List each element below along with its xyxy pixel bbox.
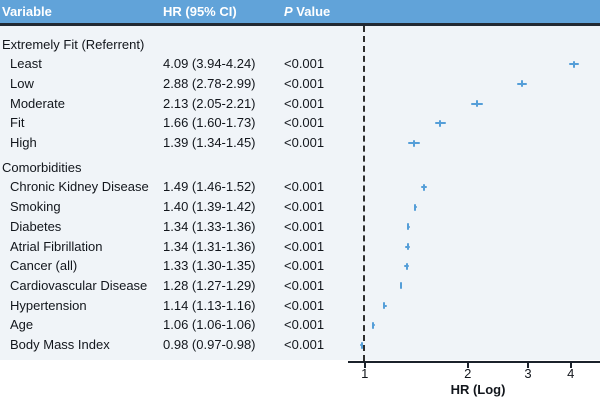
row-label: Comorbidities xyxy=(2,159,82,175)
row-pvalue: <0.001 xyxy=(284,75,325,91)
table-header-bar: Variable HR (95% CI) P Value xyxy=(0,0,600,23)
hr-point-marker xyxy=(423,183,425,191)
header-col-variable: Variable xyxy=(2,4,52,19)
hr-point-marker xyxy=(412,139,415,147)
hr-point-marker xyxy=(573,60,575,68)
row-hr-ci: 1.34 (1.31-1.36) xyxy=(163,238,256,254)
x-axis-tick-label: 2 xyxy=(464,366,472,381)
x-axis-tick-label: 1 xyxy=(361,366,369,381)
row-pvalue: <0.001 xyxy=(284,135,325,150)
table-row: Smoking 1.40 (1.39-1.42) <0.001 xyxy=(0,197,345,217)
row-hr-ci: 1.39 (1.34-1.45) xyxy=(163,135,256,150)
hr-point-marker xyxy=(413,203,416,211)
table-row: Body Mass Index 0.98 (0.97-0.98) <0.001 xyxy=(0,335,345,355)
row-hr-ci: 1.33 (1.30-1.35) xyxy=(163,258,256,274)
table-row: Atrial Fibrillation 1.34 (1.31-1.36) <0.00… xyxy=(0,237,345,257)
hr-point-marker xyxy=(439,119,441,127)
table-row: Low 2.88 (2.78-2.99) <0.001 xyxy=(0,74,345,94)
hr-point-marker xyxy=(476,100,479,108)
row-label: Atrial Fibrillation xyxy=(10,238,103,254)
section-row: Comorbidities xyxy=(0,158,345,178)
x-axis-tick-label: 4 xyxy=(567,366,575,381)
row-pvalue: <0.001 xyxy=(284,199,325,215)
hr-point-marker xyxy=(407,243,410,250)
x-axis-tick xyxy=(363,361,366,368)
row-hr-ci: 1.14 (1.13-1.16) xyxy=(163,297,256,313)
row-hr-ci: 1.66 (1.60-1.73) xyxy=(163,115,256,131)
x-axis-title: HR (Log) xyxy=(450,382,506,397)
row-pvalue: <0.001 xyxy=(284,238,325,254)
row-label: Chronic Kidney Disease xyxy=(10,179,149,195)
row-hr-ci: 1.34 (1.33-1.36) xyxy=(163,218,256,234)
header-divider-line xyxy=(0,23,600,26)
table-row: Cancer (all) 1.33 (1.30-1.35) <0.001 xyxy=(0,256,345,276)
row-label: High xyxy=(10,135,37,150)
row-pvalue: <0.001 xyxy=(284,258,325,274)
row-label: Fit xyxy=(10,115,25,131)
row-label: Low xyxy=(10,75,34,91)
table-row: High 1.39 (1.34-1.45) <0.001 xyxy=(0,133,345,153)
table-row: Diabetes 1.34 (1.33-1.36) <0.001 xyxy=(0,217,345,237)
row-pvalue: <0.001 xyxy=(284,277,325,293)
row-hr-ci: 4.09 (3.94-4.24) xyxy=(163,56,256,72)
x-axis-tick xyxy=(569,361,572,368)
row-label: Hypertension xyxy=(10,297,87,313)
hr-point-marker xyxy=(372,321,375,329)
x-axis-tick xyxy=(466,361,469,368)
row-pvalue: <0.001 xyxy=(284,56,325,72)
x-axis-line xyxy=(348,361,600,363)
table-row: Chronic Kidney Disease 1.49 (1.46-1.52) <0… xyxy=(0,177,345,197)
row-pvalue: <0.001 xyxy=(284,297,325,313)
row-pvalue: <0.001 xyxy=(284,317,325,333)
row-hr-ci: 1.40 (1.39-1.42) xyxy=(163,199,256,215)
row-pvalue: <0.001 xyxy=(284,115,325,131)
header-col-p-value: P Value xyxy=(284,0,330,23)
x-axis-tick xyxy=(527,361,529,368)
section-row: Extremely Fit (Referrent) xyxy=(0,35,345,55)
hr-point-marker xyxy=(360,341,363,349)
row-pvalue: <0.001 xyxy=(284,179,325,195)
plot-background xyxy=(0,26,600,360)
table-row: Least 4.09 (3.94-4.24) <0.001 xyxy=(0,54,345,74)
row-label: Least xyxy=(10,56,42,72)
row-label: Moderate xyxy=(10,95,65,111)
row-hr-ci: 1.06 (1.06-1.06) xyxy=(163,317,256,333)
table-row: Hypertension 1.14 (1.13-1.16) <0.001 xyxy=(0,296,345,316)
row-hr-ci: 2.13 (2.05-2.21) xyxy=(163,95,256,111)
row-label: Age xyxy=(10,317,34,333)
x-axis-tick-label: 3 xyxy=(524,366,532,381)
hr-point-marker xyxy=(407,223,410,231)
row-label: Cardiovascular Disease xyxy=(10,277,148,293)
row-pvalue: <0.001 xyxy=(284,218,325,234)
table-row: Cardiovascular Disease 1.28 (1.27-1.29) <0… xyxy=(0,276,345,296)
row-hr-ci: 0.98 (0.97-0.98) xyxy=(163,337,256,352)
reference-line xyxy=(363,26,366,361)
hr-point-marker xyxy=(400,282,403,290)
row-label: Smoking xyxy=(10,199,61,215)
row-hr-ci: 1.49 (1.46-1.52) xyxy=(163,179,256,195)
header-p-italic: P xyxy=(284,4,293,19)
header-col-hr-ci: HR (95% CI) xyxy=(163,4,237,19)
row-hr-ci: 2.88 (2.78-2.99) xyxy=(163,75,256,91)
table-row: Moderate 2.13 (2.05-2.21) <0.001 xyxy=(0,94,345,114)
hr-point-marker xyxy=(520,80,523,88)
hr-point-marker xyxy=(406,262,409,270)
row-label: Cancer (all) xyxy=(10,258,78,274)
row-label: Body Mass Index xyxy=(10,337,110,352)
hr-point-marker xyxy=(383,302,386,310)
table-row: Fit 1.66 (1.60-1.73) <0.001 xyxy=(0,113,345,133)
row-label: Extremely Fit (Referrent) xyxy=(2,36,145,52)
row-hr-ci: 1.28 (1.27-1.29) xyxy=(163,277,256,293)
table-row: Age 1.06 (1.06-1.06) <0.001 xyxy=(0,315,345,335)
row-label: Diabetes xyxy=(10,218,62,234)
row-pvalue: <0.001 xyxy=(284,337,325,352)
row-pvalue: <0.001 xyxy=(284,95,325,111)
header-p-rest: Value xyxy=(292,4,331,19)
